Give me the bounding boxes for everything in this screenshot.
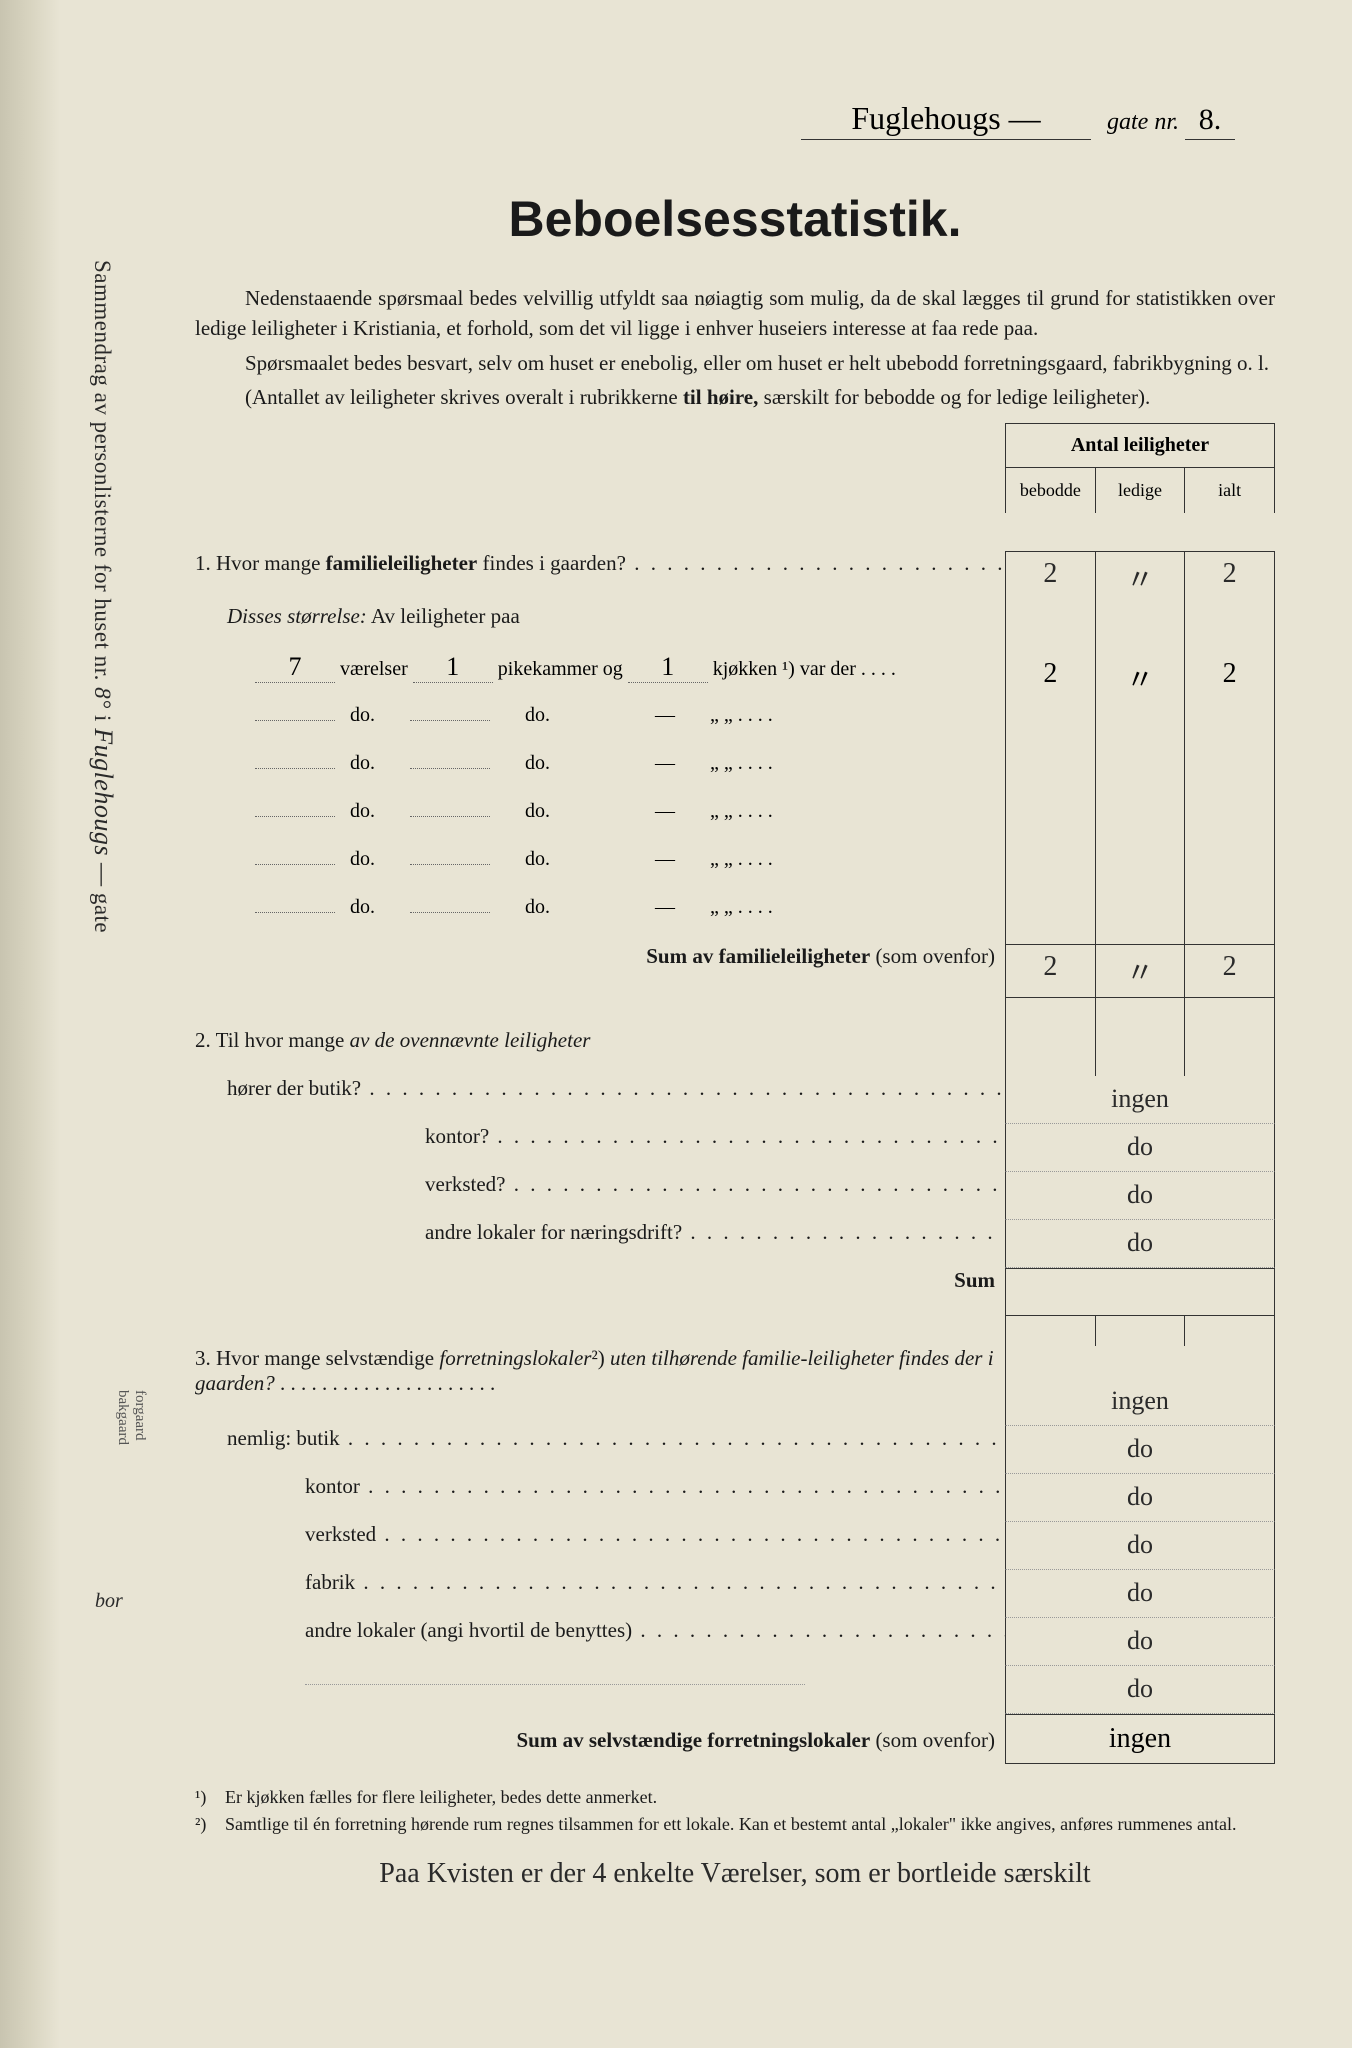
q1-ialt: 2 — [1185, 552, 1274, 604]
q1-ledige: 〃 — [1096, 552, 1186, 604]
gate-label: gate nr. — [1107, 109, 1179, 135]
q3-fabrik: fabrik do — [195, 1570, 1275, 1618]
q3-blank: do — [195, 1666, 1275, 1714]
room-row-3: do. do. — „ „ . . . . — [195, 752, 1275, 800]
col-ledige: ledige — [1096, 468, 1186, 513]
column-headers: Antal leiligheter bebodde ledige ialt — [1005, 423, 1275, 513]
q1-disses: Disses størrelse: Av leiligheter paa — [195, 604, 1275, 652]
vertical-forgaard: forgaardbakgaard — [114, 1390, 148, 1445]
q1-sum: Sum av familieleiligheter (som ovenfor) … — [195, 944, 1275, 998]
table-area: Antal leiligheter bebodde ledige ialt 1.… — [195, 423, 1275, 1764]
q3-butik: nemlig: butik do — [195, 1426, 1275, 1474]
handwritten-note: Paa Kvisten er der 4 enkelte Værelser, s… — [195, 1858, 1275, 1890]
q2-sum: Sum — [195, 1268, 1275, 1316]
col-bebodde: bebodde — [1006, 468, 1096, 513]
q3-verksted: verksted do — [195, 1522, 1275, 1570]
vertical-bor: bor — [95, 1590, 123, 1613]
gate-number: 8. — [1185, 103, 1235, 140]
room-row-1: 7 værelser 1 pikekammer og 1 kjøkken ¹) … — [195, 652, 1275, 704]
q3-sum: Sum av selvstændige forretningslokaler (… — [195, 1714, 1275, 1764]
room-row-2: do. do. — „ „ . . . . — [195, 704, 1275, 752]
q3-header: 3. Hvor mange selvstændige forretningslo… — [195, 1346, 1275, 1426]
header-antal: Antal leiligheter — [1006, 424, 1274, 468]
document-main: Fuglehougs — gate nr. 8. Beboelsesstatis… — [195, 100, 1275, 1890]
q2-kontor: kontor? do — [195, 1124, 1275, 1172]
header-line: Fuglehougs — gate nr. 8. — [195, 100, 1275, 140]
room-row-4: do. do. — „ „ . . . . — [195, 800, 1275, 848]
q3-andre: andre lokaler (angi hvortil de benyttes)… — [195, 1618, 1275, 1666]
q2-header: 2. Til hvor mange av de ovennævnte leili… — [195, 1028, 1275, 1076]
room-row-6: do. do. — „ „ . . . . — [195, 896, 1275, 944]
q1-bebodde: 2 — [1006, 552, 1096, 604]
q3-kontor: kontor do — [195, 1474, 1275, 1522]
q2-butik: hører der butik? ingen — [195, 1076, 1275, 1124]
footnotes: ¹)Er kjøkken fælles for flere leilighete… — [195, 1784, 1275, 1838]
col-ialt: ialt — [1185, 468, 1274, 513]
street-name: Fuglehougs — — [801, 100, 1091, 140]
room-row-5: do. do. — „ „ . . . . — [195, 848, 1275, 896]
page-title: Beboelsesstatistik. — [195, 190, 1275, 248]
intro-para-1: Nedenstaaende spørsmaal bedes velvillig … — [195, 283, 1275, 344]
q2-verksted: verksted? do — [195, 1172, 1275, 1220]
intro-para-2: Spørsmaalet bedes besvart, selv om huset… — [195, 348, 1275, 378]
q2-andre: andre lokaler for næringsdrift? do — [195, 1220, 1275, 1268]
vertical-margin-text: Sammendrag av personlisterne for huset n… — [88, 260, 118, 933]
q1-row: 1. Hvor mange familieleiligheter findes … — [195, 551, 1275, 604]
page-binding-edge — [0, 0, 60, 2048]
intro-para-3: (Antallet av leiligheter skrives overalt… — [195, 382, 1275, 412]
